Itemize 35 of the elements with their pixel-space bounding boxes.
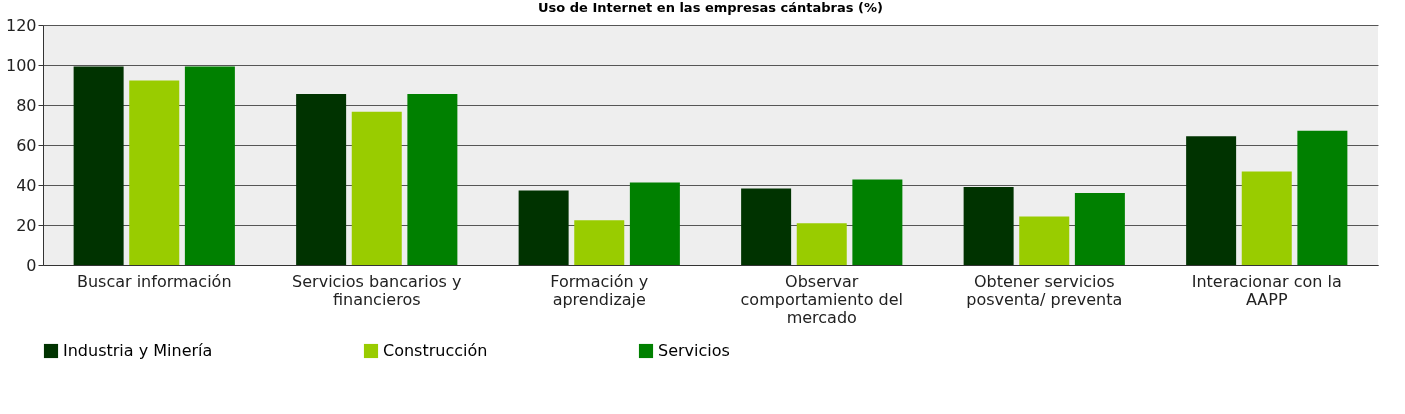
bar [296,94,347,265]
bar [73,66,124,265]
x-tick-label: Formación y aprendizaje [550,271,649,309]
bar [574,220,625,265]
y-tick-label: 100 [5,55,37,75]
bar [407,94,458,265]
bar [796,223,847,265]
bar [629,182,680,265]
y-tick-label: 0 [26,255,37,275]
bar [1297,130,1348,265]
y-tick-label: 20 [16,215,37,235]
legend-label: Industria y Minería [63,341,213,360]
bar [129,80,180,265]
bar [518,190,569,265]
bar [1019,216,1070,265]
legend-label: Construcción [383,341,488,360]
bar [963,187,1014,265]
y-tick-label: 80 [16,95,37,115]
chart-title: Uso de Internet en las empresas cántabras (%) [538,0,883,15]
x-tick-label: Observar comportamiento del mercado [740,271,903,327]
y-tick-label: 120 [5,15,37,35]
bar [852,179,903,265]
bar [1241,171,1292,265]
x-tick-label: Servicios bancarios y financieros [292,271,462,309]
bar [1186,136,1237,265]
x-tick-label: Buscar información [76,271,232,291]
bar [184,66,235,265]
bar [351,111,402,265]
bar [1074,193,1125,265]
bar [741,188,792,265]
legend-label: Servicios [658,341,730,360]
y-tick-label: 40 [16,175,37,195]
x-tick-label: Obtener servicios posventa/ preventa [966,271,1123,309]
x-tick-label: Interacionar con la AAPP [1191,271,1342,309]
y-tick-label: 60 [16,135,37,155]
